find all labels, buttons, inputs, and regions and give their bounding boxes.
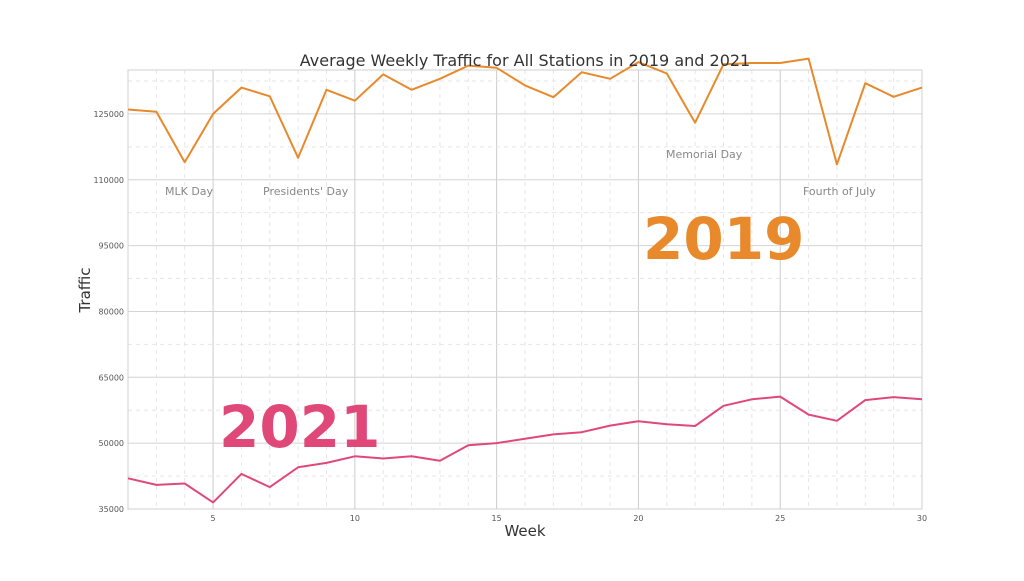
y-tick-label: 95000 — [99, 242, 124, 251]
series-label-2019: 2019 — [643, 205, 804, 273]
x-tick-label: 5 — [211, 514, 216, 523]
y-tick-label: 80000 — [99, 307, 124, 316]
series-label-2021: 2021 — [219, 393, 380, 461]
y-tick-label: 110000 — [93, 176, 124, 185]
annotation-mlk-day: MLK Day — [165, 185, 214, 198]
plot-frame — [127, 69, 923, 510]
y-tick-label: 35000 — [99, 505, 124, 514]
x-tick-label: 30 — [917, 514, 927, 523]
annotation-memorial-day: Memorial Day — [666, 148, 743, 161]
annotation-fourth-of-july: Fourth of July — [803, 185, 876, 198]
series-line-2021 — [127, 395, 923, 504]
series-lines — [127, 57, 923, 504]
x-tick-label: 10 — [350, 514, 360, 523]
y-tick-label: 50000 — [99, 439, 124, 448]
x-axis-label: Week — [504, 522, 545, 540]
chart-title: Average Weekly Traffic for All Stations … — [300, 51, 750, 70]
x-tick-label: 15 — [492, 514, 502, 523]
axis-ticks: 5 10 15 20 25 30 35000 50000 65000 80000 95000 1100… — [93, 110, 927, 523]
x-tick-label: 25 — [775, 514, 785, 523]
x-tick-label: 20 — [633, 514, 643, 523]
y-tick-label: 65000 — [99, 373, 124, 382]
y-axis-label: Traffic — [76, 267, 94, 313]
annotation-presidents-day: Presidents' Day — [263, 185, 349, 198]
series-line-2019 — [127, 57, 923, 166]
plot-border — [127, 69, 923, 510]
y-tick-label: 125000 — [93, 110, 124, 119]
